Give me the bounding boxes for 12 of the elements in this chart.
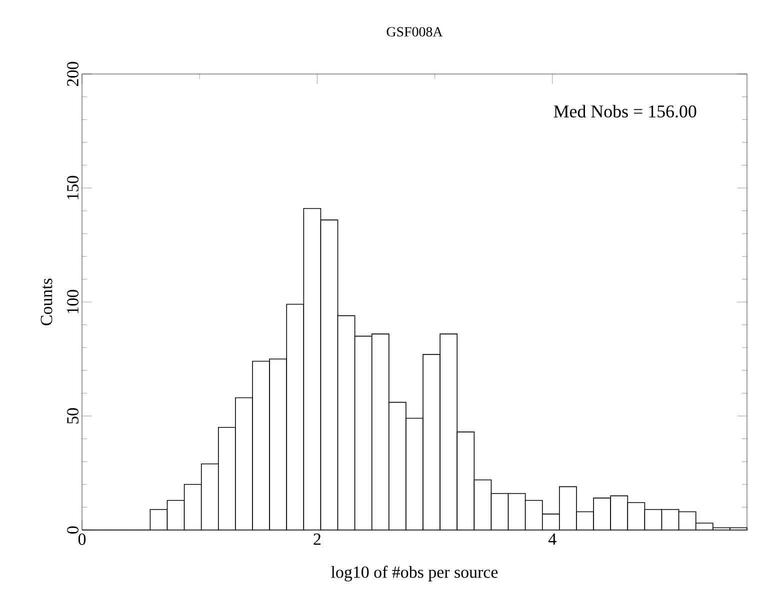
x-tick-label: 2 (314, 534, 320, 545)
y-tick-label: 150 (67, 176, 78, 200)
x-axis-title: log10 of #obs per source (331, 566, 498, 582)
y-tick-label: 200 (67, 62, 78, 86)
x-tick-label: 0 (78, 534, 86, 545)
annotation: Med Nobs = 156.00 (554, 104, 696, 118)
x-tick-label: 4 (548, 534, 556, 545)
y-tick-label: 0 (67, 526, 78, 534)
y-axis-title: Counts (40, 278, 52, 326)
y-tick-label: 50 (67, 408, 78, 424)
y-tick-label: 100 (67, 290, 78, 314)
chart-title: GSF008A (386, 27, 443, 36)
